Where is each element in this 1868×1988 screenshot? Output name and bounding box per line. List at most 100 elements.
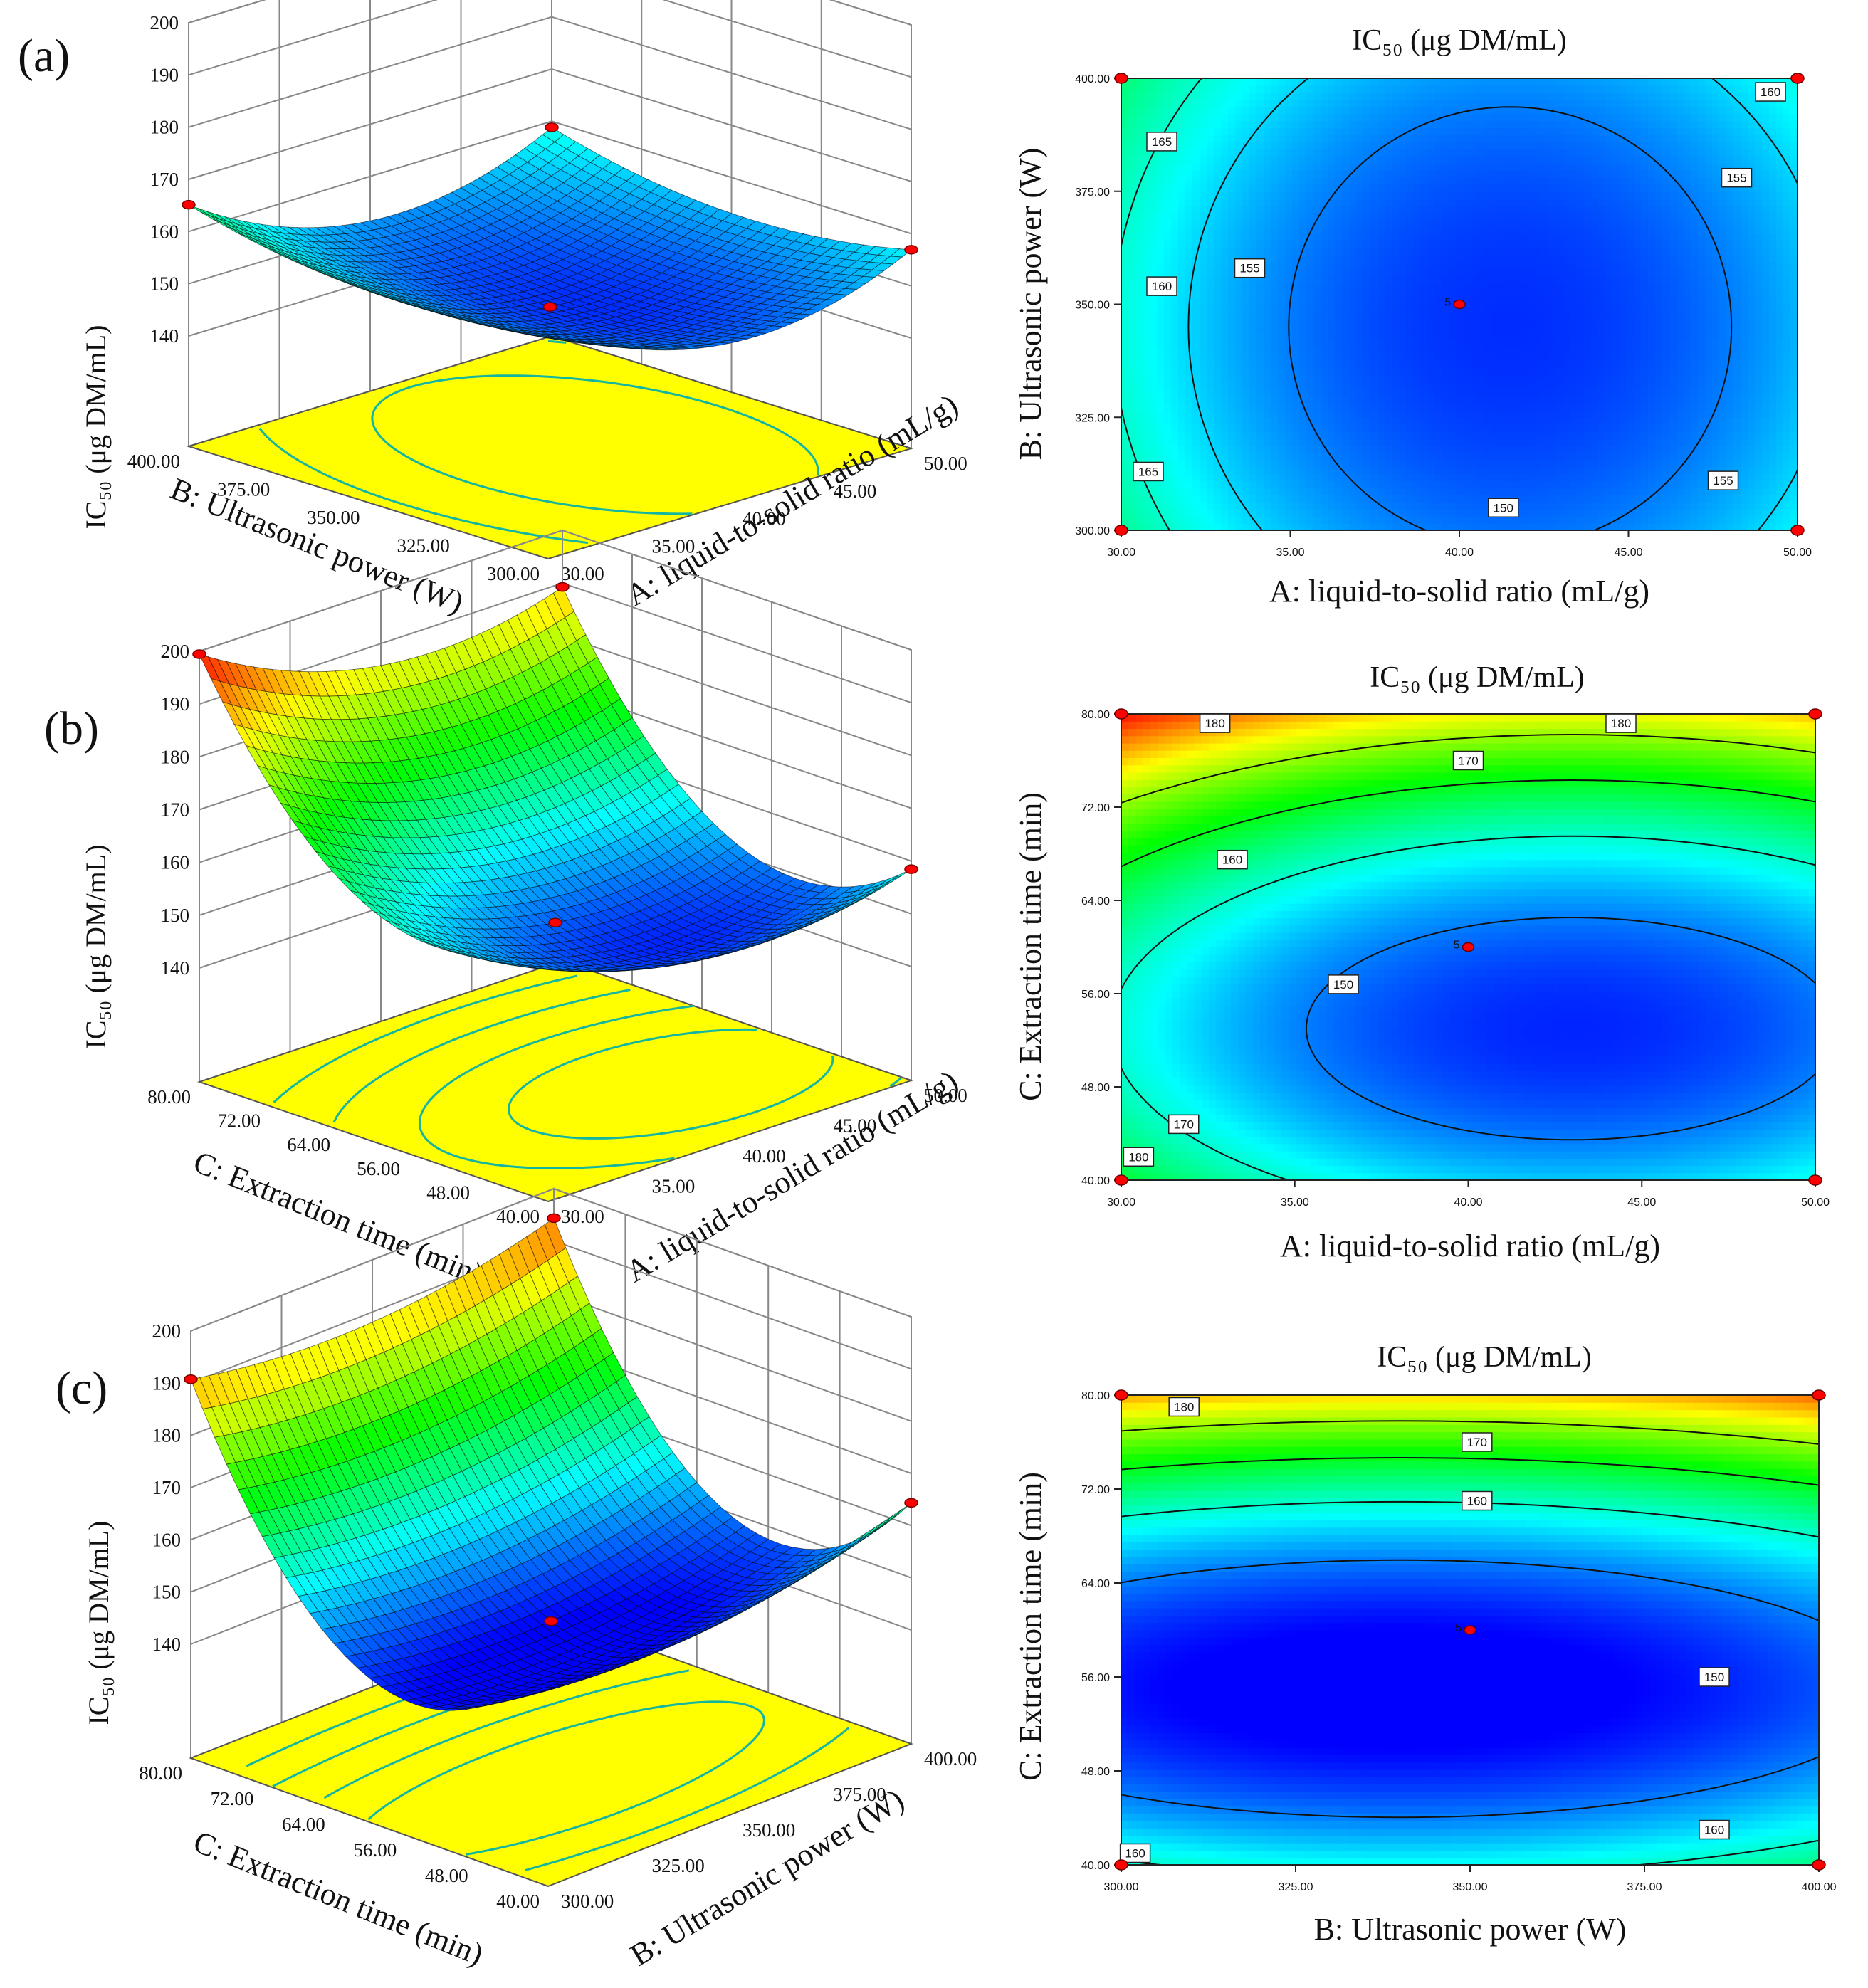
z-tick-label: 150: [152, 1582, 182, 1603]
iso-line: [1288, 106, 1733, 530]
y-tick-label: 56.00: [1081, 989, 1110, 1001]
y-tick-label: 48.00: [425, 1865, 468, 1886]
y-tick-label: 56.00: [357, 1158, 400, 1179]
x-tick-label: 40.00: [1454, 1197, 1482, 1209]
x-tick-label: 50.00: [924, 453, 967, 474]
x-tick-label: 30.00: [561, 1206, 604, 1227]
iso-line: [1121, 1500, 1819, 1865]
y-tick-label: 80.00: [1081, 1390, 1110, 1402]
x-tick-label: 400.00: [924, 1748, 977, 1769]
z-tick-label: 140: [161, 957, 190, 979]
x-tick-label: 35.00: [652, 1176, 696, 1197]
response-surface: [188, 127, 913, 351]
surface-ticks: 300.00 325.00 350.00 375.00 400.00 40.00 48.00…: [139, 1320, 977, 1912]
y-tick-label: 350.00: [1075, 300, 1110, 312]
z-tick-label: 170: [152, 1477, 182, 1498]
iso-line: [1121, 1559, 1819, 1819]
z-tick-label: 160: [150, 221, 179, 242]
x-tick-label: 45.00: [1627, 1197, 1656, 1209]
contour-value-label: 165: [1133, 461, 1164, 482]
contour-xlabel-c: B: Ultrasonic power (W): [1314, 1912, 1627, 1947]
contour-value-label: 160: [1462, 1490, 1493, 1511]
x-tick-label: 400.00: [1802, 1881, 1837, 1893]
z-axis-label-a: IC₅₀ (μg DM/mL): [80, 325, 112, 529]
x-tick-label: 35.00: [652, 535, 696, 557]
contour-value-label: 160: [1755, 82, 1786, 102]
y-tick-label: 64.00: [1081, 1578, 1110, 1590]
x-tick-label: 40.00: [743, 508, 786, 530]
x-tick-label: 300.00: [1104, 1881, 1139, 1893]
x-tick-label: 35.00: [1281, 1197, 1309, 1209]
panel-label-a: (a): [18, 30, 70, 82]
x-tick-label: 375.00: [1627, 1881, 1662, 1893]
contour-ylabel-a: B: Ultrasonic power (W): [1013, 148, 1048, 461]
y-tick-label: 375.00: [217, 479, 270, 500]
z-tick-label: 190: [150, 64, 179, 85]
x-tick-label: 30.00: [1107, 1197, 1135, 1209]
y-tick-label: 48.00: [1081, 1766, 1110, 1778]
contour-value-label: 155: [1707, 470, 1739, 490]
center-point-count: 5: [1455, 1622, 1462, 1634]
surface-ticks: 30.00 35.00 40.00 45.00 50.00 40.00 48.00 56.00…: [147, 641, 967, 1227]
z-tick-label: 160: [161, 852, 190, 873]
center-point: [1462, 942, 1475, 952]
x-tick-label: 50.00: [1783, 547, 1812, 559]
y-tick-label: 40.00: [496, 1890, 540, 1912]
z-tick-label: 160: [152, 1529, 182, 1550]
y-tick-label: 40.00: [496, 1206, 540, 1227]
contour-value-label: 170: [1452, 750, 1484, 771]
z-tick-label: 190: [161, 693, 190, 715]
x-tick-label: 30.00: [1107, 547, 1135, 559]
panel-label-c: (c): [56, 1362, 107, 1414]
x-tick-label: 50.00: [1801, 1197, 1830, 1209]
contour-title-c: IC₅₀ (μg DM/mL): [1377, 1341, 1591, 1374]
contour-value-label: 180: [1123, 1147, 1155, 1167]
contour-plot-b: 30.00 35.00 40.00 45.00 50.00 40.00 48.00 56.00…: [1013, 661, 1830, 1263]
z-axis-label-b: IC₅₀ (μg DM/mL): [80, 844, 112, 1048]
contour-value-label: 170: [1462, 1432, 1493, 1452]
z-tick-label: 180: [161, 746, 190, 767]
center-point-count: 5: [1454, 940, 1460, 952]
y-tick-label: 56.00: [1081, 1672, 1110, 1684]
z-tick-label: 200: [150, 12, 179, 33]
contour-value-label: 165: [1146, 132, 1177, 152]
response-surface: [199, 587, 912, 972]
z-tick-label: 180: [150, 117, 179, 138]
y-tick-label: 400.00: [127, 451, 180, 472]
contour-value-label: 150: [1328, 974, 1359, 994]
x-tick-label: 325.00: [1279, 1881, 1313, 1893]
floor-contour: [189, 1614, 913, 1888]
center-point: [1453, 299, 1466, 310]
contour-value-label: 150: [1488, 498, 1519, 517]
contour-value-label: 180: [1168, 1397, 1200, 1417]
design-points: 5: [1114, 73, 1805, 536]
x-tick-label: 30.00: [561, 563, 604, 584]
x-tick-label: 40.00: [743, 1145, 786, 1167]
contour-value-label: 155: [1234, 258, 1266, 278]
x-tick-label: 375.00: [834, 1784, 886, 1805]
design-points: [192, 582, 918, 928]
contour-value-label: 155: [1721, 167, 1753, 188]
contour-title-a: IC₅₀ (μg DM/mL): [1352, 24, 1566, 57]
y-tick-label: 72.00: [217, 1110, 261, 1132]
z-axis-label-c: IC₅₀ (μg DM/mL): [83, 1520, 115, 1725]
y-tick-label: 64.00: [282, 1814, 325, 1835]
response-surface: [190, 1217, 912, 1711]
design-points: 5: [1114, 708, 1822, 1186]
surface-plot-c: 300.00 325.00 350.00 375.00 400.00 40.00 48.00…: [83, 1187, 977, 1973]
center-point: [1464, 1625, 1476, 1635]
contour-value-label: 170: [1168, 1114, 1200, 1135]
y-tick-label: 325.00: [397, 535, 450, 557]
y-factor-label-b: C: Extraction time (min): [189, 1145, 488, 1293]
z-tick-label: 140: [150, 325, 179, 347]
y-tick-label: 48.00: [426, 1182, 470, 1203]
iso-line: [1187, 78, 1798, 530]
z-tick-label: 140: [152, 1634, 182, 1655]
surface-ticks: 30.00 35.00 40.00 45.00 50.00 300.00 325.00 350…: [127, 12, 967, 584]
y-tick-label: 64.00: [1081, 895, 1110, 908]
contour-value-label: 160: [1217, 849, 1248, 870]
y-tick-label: 72.00: [1081, 1484, 1110, 1496]
center-point-count: 5: [1444, 297, 1451, 309]
x-tick-label: 350.00: [743, 1819, 795, 1841]
